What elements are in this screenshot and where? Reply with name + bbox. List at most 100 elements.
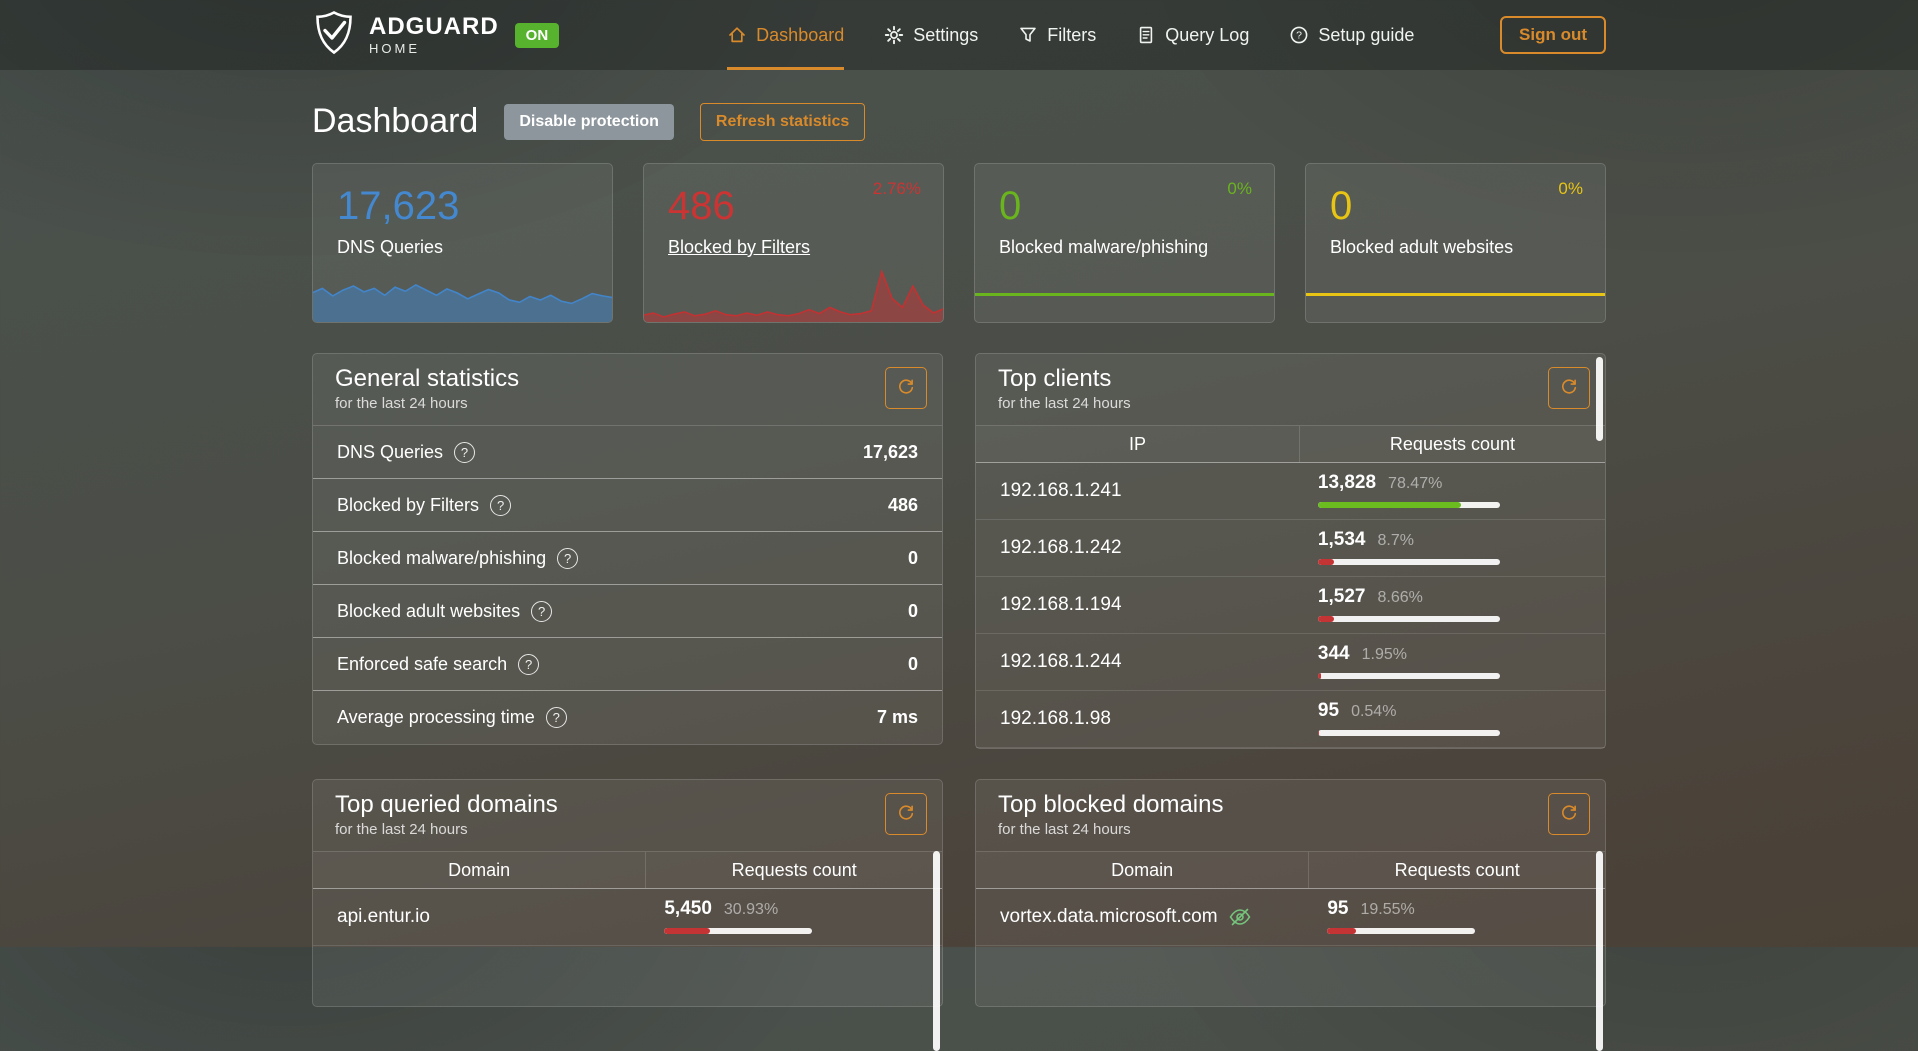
- help-icon[interactable]: ?: [545, 707, 567, 728]
- statistic-label: Blocked by Filters: [337, 494, 480, 515]
- nav-item-filters[interactable]: Filters: [1018, 0, 1096, 70]
- panel-subtitle: for the last 24 hours: [335, 395, 468, 412]
- nav-item-settings[interactable]: Settings: [884, 0, 978, 70]
- requests-progress-fill: [664, 928, 711, 934]
- nav-item-query-log[interactable]: Query Log: [1136, 0, 1249, 70]
- stat-card-value: 17,623: [337, 184, 460, 228]
- scrollbar-thumb[interactable]: [1596, 851, 1603, 1051]
- stat-card-value: 486: [668, 184, 735, 228]
- dns-queries-sparkline: [313, 264, 612, 322]
- stat-card-delta: 2.76%: [872, 179, 921, 198]
- nav-item-dashboard[interactable]: Dashboard: [727, 0, 844, 70]
- requests-count: 95: [1317, 700, 1340, 721]
- requests-percent: 0.54%: [1351, 703, 1397, 720]
- dashboard-page: Dashboard Disable protection Refresh sta…: [312, 102, 1606, 1051]
- stat-cards-row: 17,623 DNS Queries 486 Blocked by Filter…: [312, 163, 1606, 323]
- client-row: 192.168.1.194 1,527 8.66%: [976, 577, 1605, 634]
- stat-card-dns-queries: 17,623 DNS Queries: [312, 163, 613, 323]
- panel-header: Top blocked domains for the last 24 hour…: [976, 780, 1605, 852]
- stat-card-blocked-malware: 0 Blocked malware/phishing 0%: [974, 163, 1275, 323]
- refresh-statistics-button[interactable]: Refresh statistics: [699, 102, 866, 141]
- general-statistic-row: Blocked by Filters ? 486: [313, 479, 942, 532]
- table-header: Domain Requests count: [976, 852, 1605, 889]
- client-ip: 192.168.1.98: [1000, 708, 1111, 729]
- adguard-logo[interactable]: ADGUARD HOME: [312, 9, 499, 62]
- help-icon[interactable]: ?: [454, 441, 476, 463]
- help-icon: ?: [1289, 25, 1309, 45]
- client-row: 192.168.1.244 344 1.95%: [976, 634, 1605, 691]
- nav-item-setup-guide[interactable]: ? Setup guide: [1289, 0, 1414, 70]
- table-header: IP Requests count: [976, 426, 1605, 463]
- app-name: ADGUARD: [369, 13, 499, 40]
- client-ip: 192.168.1.241: [1000, 480, 1122, 501]
- svg-text:?: ?: [1296, 30, 1302, 42]
- requests-progress-track: [1317, 502, 1500, 508]
- requests-progress-track: [1317, 559, 1500, 565]
- panel-subtitle: for the last 24 hours: [998, 395, 1131, 412]
- statistic-value: 0: [907, 547, 918, 568]
- statistic-label: Enforced safe search: [337, 653, 508, 674]
- stat-card-delta: 0%: [1558, 179, 1583, 198]
- requests-progress-track: [1317, 730, 1500, 736]
- refresh-panel-button[interactable]: [885, 793, 927, 835]
- panel-header: General statistics for the last 24 hours: [313, 354, 942, 426]
- general-statistics-panel: General statistics for the last 24 hours…: [312, 353, 943, 745]
- column-header-ip: IP: [976, 426, 1300, 462]
- gear-icon: [884, 25, 904, 45]
- statistic-value: 17,623: [862, 441, 918, 462]
- panel-title: Top clients: [998, 365, 1112, 392]
- general-statistic-row: Enforced safe search ? 0: [313, 638, 942, 691]
- panel-title: Top queried domains: [335, 791, 558, 818]
- top-clients-panel: Top clients for the last 24 hours IP Req…: [975, 353, 1606, 749]
- statistic-value: 0: [907, 653, 918, 674]
- stat-card-value: 0: [999, 184, 1022, 228]
- help-icon[interactable]: ?: [518, 653, 540, 675]
- statistic-value: 486: [887, 494, 918, 515]
- requests-progress-track: [1327, 928, 1476, 934]
- home-icon: [727, 25, 747, 45]
- requests-count: 1,534: [1317, 529, 1366, 550]
- top-queried-domains-panel: Top queried domains for the last 24 hour…: [312, 779, 943, 1051]
- sign-out-button[interactable]: Sign out: [1500, 16, 1606, 54]
- requests-progress-fill: [1317, 730, 1319, 736]
- domain-name: api.entur.io: [337, 906, 430, 927]
- scrollbar-thumb[interactable]: [933, 851, 940, 1051]
- statistic-label: Blocked adult websites: [337, 600, 521, 621]
- column-header-requests-count: Requests count: [1389, 433, 1515, 454]
- blocked-by-filters-sparkline: [644, 266, 943, 322]
- help-icon[interactable]: ?: [490, 494, 512, 516]
- refresh-panel-button[interactable]: [1548, 367, 1590, 409]
- disable-protection-button[interactable]: Disable protection: [504, 103, 674, 140]
- client-row: 192.168.1.241 13,828 78.47%: [976, 463, 1605, 520]
- stat-card-label[interactable]: Blocked by Filters: [668, 237, 811, 257]
- column-header-domain: Domain: [313, 852, 647, 888]
- refresh-panel-button[interactable]: [1548, 793, 1590, 835]
- requests-count: 5,450: [664, 898, 712, 919]
- stat-card-label: DNS Queries: [337, 237, 444, 257]
- panel-subtitle: for the last 24 hours: [998, 821, 1131, 838]
- refresh-panel-button[interactable]: [885, 367, 927, 409]
- statistic-label: Blocked malware/phishing: [337, 547, 547, 568]
- requests-progress-track: [1317, 673, 1500, 679]
- scrollbar-thumb[interactable]: [1596, 357, 1603, 441]
- middle-panels-row: General statistics for the last 24 hours…: [312, 353, 1606, 749]
- help-icon[interactable]: ?: [531, 600, 553, 622]
- requests-count: 13,828: [1317, 472, 1377, 493]
- main-nav: Dashboard Settings Filters Query Log: [727, 0, 1414, 70]
- nav-item-label: Settings: [913, 24, 979, 45]
- refresh-icon: [1560, 378, 1578, 399]
- client-ip: 192.168.1.242: [1000, 537, 1122, 558]
- help-icon[interactable]: ?: [557, 547, 579, 569]
- requests-percent: 19.55%: [1360, 901, 1415, 918]
- unblock-eye-icon[interactable]: [1228, 907, 1252, 927]
- client-ip: 192.168.1.194: [1000, 594, 1122, 615]
- domain-row: vortex.data.microsoft.com 95 1: [976, 889, 1605, 946]
- page-header: Dashboard Disable protection Refresh sta…: [312, 102, 1606, 141]
- nav-item-label: Dashboard: [756, 24, 845, 45]
- general-statistic-row: Blocked malware/phishing ? 0: [313, 532, 942, 585]
- stat-card-blocked-adult: 0 Blocked adult websites 0%: [1305, 163, 1606, 323]
- requests-count: 95: [1327, 898, 1349, 919]
- requests-percent: 8.66%: [1377, 589, 1423, 606]
- refresh-icon: [897, 378, 915, 399]
- table-header: Domain Requests count: [313, 852, 942, 889]
